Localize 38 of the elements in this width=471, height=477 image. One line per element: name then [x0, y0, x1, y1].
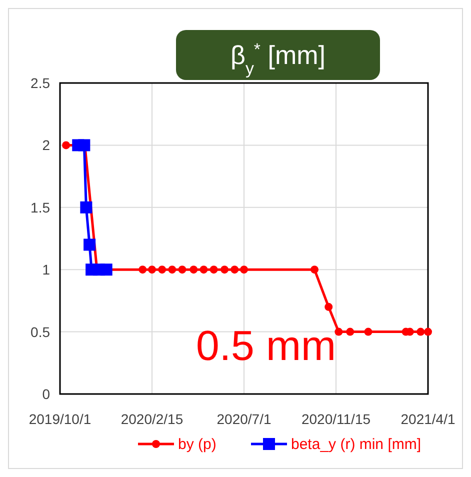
point: [78, 139, 90, 152]
legend-label: beta_y (r) min [mm]: [291, 436, 422, 453]
point: [100, 264, 112, 276]
point: [62, 141, 70, 150]
point: [220, 266, 229, 274]
legend-label: by (p): [178, 436, 216, 453]
point: [310, 266, 319, 274]
y-tick-label: 2: [42, 137, 50, 154]
point: [190, 266, 198, 274]
x-tick-label: 2019/10/1: [28, 411, 92, 427]
point: [138, 266, 147, 274]
x-tick-label: 2021/4/1: [400, 411, 456, 427]
point: [178, 266, 186, 274]
x-tick-label: 2020/2/15: [120, 411, 184, 427]
annotation: 0.5 mm: [196, 322, 336, 369]
point: [240, 266, 248, 274]
point: [148, 266, 156, 274]
point: [230, 266, 239, 274]
point: [334, 328, 343, 336]
point: [364, 328, 372, 336]
point: [424, 328, 432, 336]
y-tick-label: 0.5: [30, 324, 50, 340]
chart-title: β$_{y}$$^{*}$ [mm]: [230, 40, 326, 78]
point: [84, 238, 96, 251]
y-tick-label: 2.5: [30, 75, 50, 91]
point: [346, 328, 354, 336]
point: [168, 266, 176, 274]
y-tick-label: 0: [42, 386, 50, 402]
x-tick-label: 2020/11/15: [301, 411, 371, 427]
point: [200, 266, 208, 274]
point: [158, 266, 166, 274]
point: [324, 302, 333, 311]
y-tick-label: 1.5: [30, 199, 50, 216]
point: [416, 328, 425, 336]
point: [210, 266, 218, 274]
y-tick-label: 1: [42, 262, 50, 278]
point: [80, 201, 92, 214]
x-tick-label: 2020/7/1: [216, 411, 272, 427]
